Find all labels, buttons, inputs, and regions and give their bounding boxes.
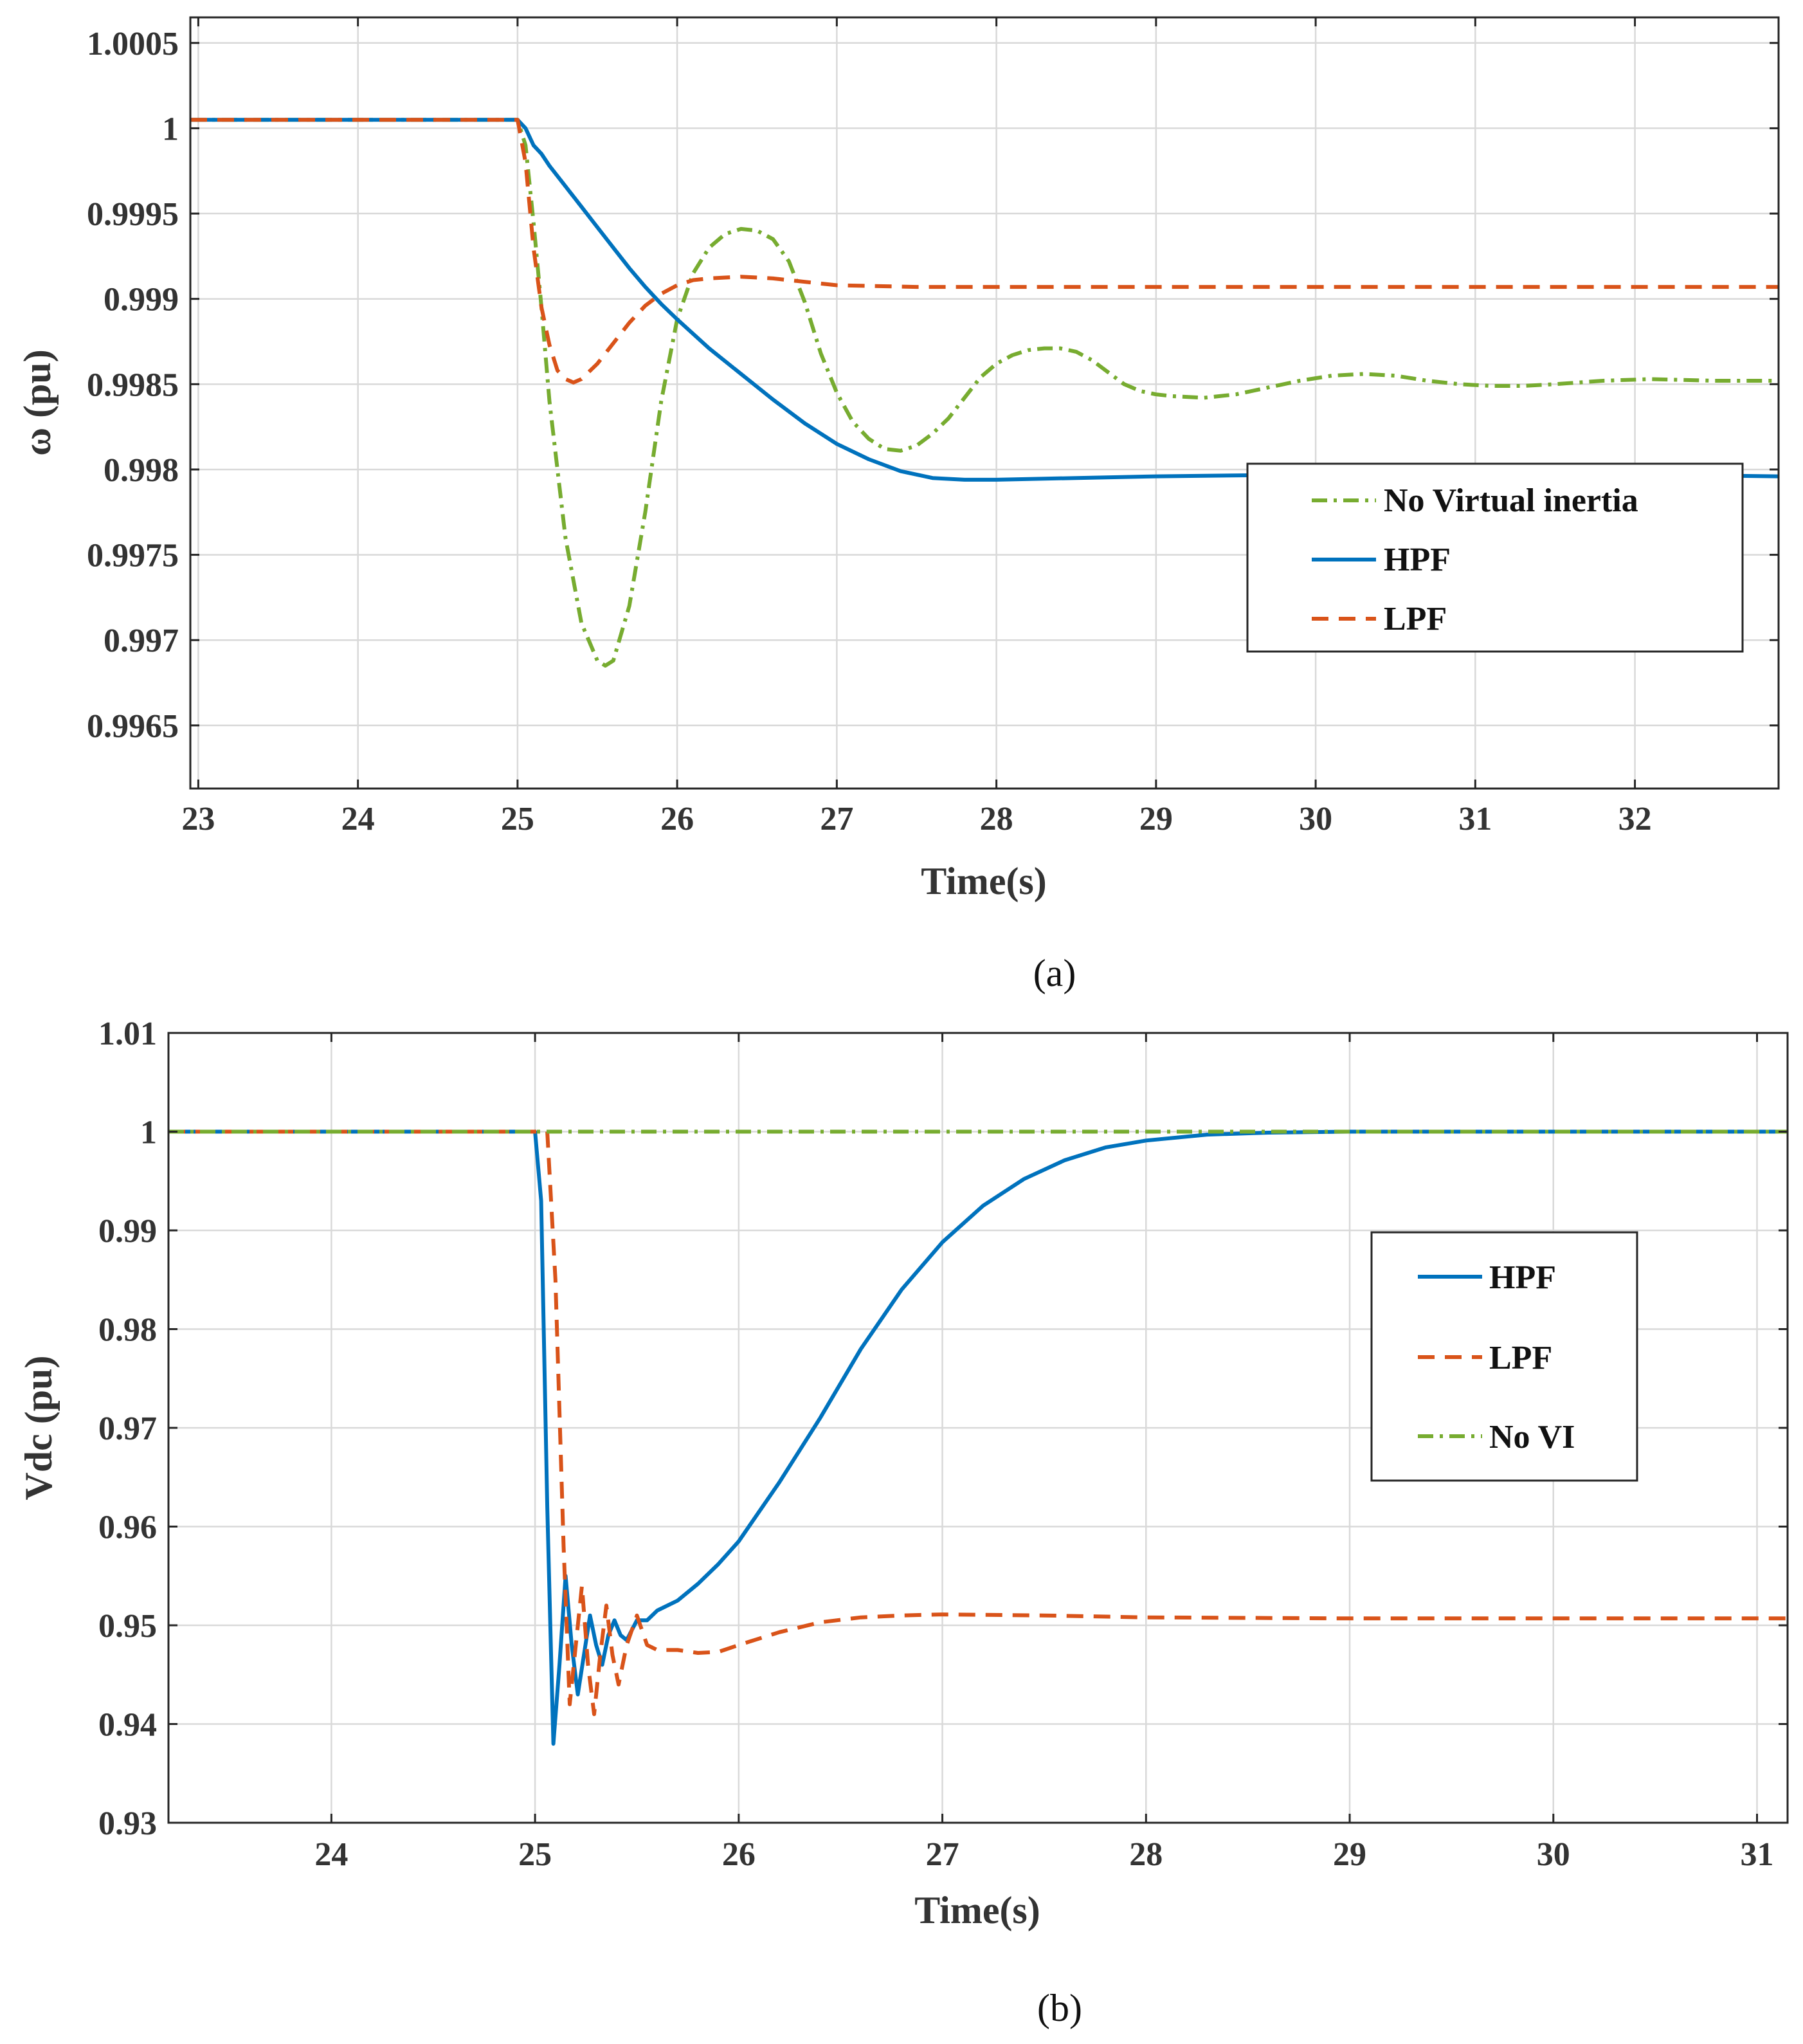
tick-labels: 24 25 26 27 28 29 30 31 0.93 0.94 0.95 0.96 0.97 0.98…	[98, 1016, 1788, 1873]
series-line-lpf	[168, 1129, 1788, 1717]
legend: No Virtual inertia HPF LPF	[1246, 462, 1744, 653]
x-tick-label: 24	[341, 801, 375, 837]
caption-a: (a)	[1033, 952, 1076, 994]
x-tick-label: 28	[980, 801, 1013, 837]
x-tick-label: 30	[1299, 801, 1332, 837]
y-tick-label: 0.99	[98, 1213, 157, 1250]
x-tick-label: 25	[518, 1836, 552, 1873]
y-tick-label: 0.998	[104, 452, 179, 489]
chart-panel-b: 24 25 26 27 28 29 30 31 0.93 0.94 0.95 0.96 0.97 0.98…	[17, 1016, 1789, 2029]
y-tick-label: 0.98	[98, 1312, 157, 1349]
y-tick-label: 0.95	[98, 1608, 157, 1645]
y-axis-label: ω (pu)	[16, 349, 59, 456]
plot-frame	[189, 16, 1780, 790]
legend-label-hpf: HPF	[1489, 1259, 1556, 1296]
tick-labels: 23 24 25 26 27 28 29 30 31 32 0.9965 0.997 0.9975 0.9…	[87, 17, 1779, 837]
y-tick-label: 1.0005	[87, 26, 179, 62]
y-tick-label: 0.9975	[87, 538, 179, 574]
x-tick-label: 24	[314, 1836, 348, 1873]
grid-lines	[190, 17, 1779, 789]
chart-panel-a: 23 24 25 26 27 28 29 30 31 32 0.9965 0.997 0.9975 0.9…	[16, 16, 1780, 994]
x-tick-label: 25	[501, 801, 534, 837]
x-tick-label: 32	[1618, 801, 1652, 837]
x-tick-label: 31	[1740, 1836, 1773, 1873]
y-tick-label: 0.97	[98, 1410, 157, 1447]
x-axis-label: Time(s)	[914, 1889, 1040, 1931]
legend-box	[1370, 1231, 1638, 1482]
x-tick-label: 26	[660, 801, 694, 837]
series-line-hpf	[190, 118, 1779, 482]
x-tick-label: 28	[1129, 1836, 1163, 1873]
legend-label-lpf: LPF	[1384, 601, 1447, 637]
y-tick-label: 1	[162, 111, 179, 147]
x-tick-label: 30	[1537, 1836, 1570, 1873]
y-tick-label: 0.96	[98, 1510, 157, 1546]
y-tick-label: 0.9985	[87, 367, 179, 403]
series-lines	[168, 1129, 1788, 1746]
x-tick-label: 26	[722, 1836, 756, 1873]
y-tick-label: 0.9965	[87, 708, 179, 745]
x-axis-label: Time(s)	[921, 860, 1047, 902]
x-tick-label: 29	[1333, 1836, 1366, 1873]
series-lines	[190, 118, 1779, 668]
x-tick-label: 23	[181, 801, 215, 837]
legend-label-lpf: LPF	[1489, 1340, 1552, 1376]
x-tick-label: 31	[1458, 801, 1492, 837]
y-tick-label: 0.999	[104, 282, 179, 318]
legend-label-hpf: HPF	[1384, 542, 1451, 578]
y-axis-label: Vdc (pu)	[17, 1355, 60, 1500]
x-tick-label: 27	[926, 1836, 959, 1873]
y-tick-label: 0.94	[98, 1707, 157, 1744]
y-tick-label: 1.01	[98, 1016, 157, 1052]
series-line-hpf	[168, 1129, 1788, 1746]
legend-label-no-virtual-inertia: No Virtual inertia	[1384, 482, 1638, 519]
legend: HPF LPF No VI	[1370, 1231, 1638, 1482]
y-tick-label: 0.997	[104, 623, 179, 659]
caption-b: (b)	[1037, 1987, 1082, 2029]
y-tick-label: 1	[140, 1115, 157, 1151]
y-tick-label: 0.9995	[87, 196, 179, 233]
y-tick-label: 0.93	[98, 1805, 157, 1842]
x-tick-label: 27	[820, 801, 853, 837]
series-line-no-virtual-inertia	[190, 118, 1779, 668]
x-tick-label: 29	[1139, 801, 1173, 837]
legend-label-no-vi: No VI	[1489, 1419, 1575, 1455]
series-line-lpf	[190, 118, 1779, 385]
